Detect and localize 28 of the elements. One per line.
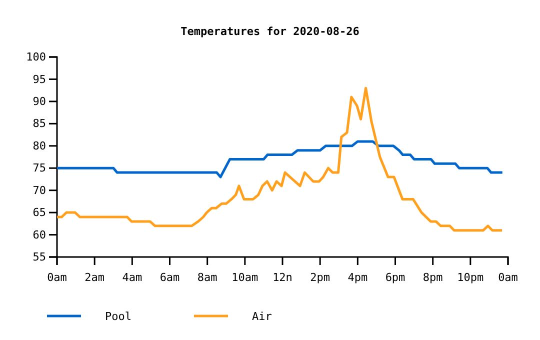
x-tick-label: 0am (498, 271, 518, 284)
x-tick-label: 2pm (310, 271, 330, 284)
y-tick-label: 95 (32, 72, 46, 86)
x-tick-label: 6pm (385, 271, 406, 284)
y-tick-label: 70 (32, 184, 46, 197)
x-tick-label: 10am (232, 271, 259, 284)
x-tick-label: 6am (160, 271, 180, 284)
y-tick-label: 80 (32, 139, 46, 152)
x-tick-label: 8pm (422, 271, 444, 284)
legend-label: Pool (105, 310, 132, 323)
y-tick-label: 60 (32, 228, 46, 242)
x-tick-label: 4am (122, 271, 142, 284)
x-tick-label: 4pm (348, 271, 368, 284)
chart-title: Temperatures for 2020-08-26 (180, 25, 360, 38)
x-tick-label: 0am (47, 271, 68, 284)
legend-label: Air (252, 310, 272, 323)
x-tick-label: 12n (272, 271, 292, 284)
y-tick-label: 85 (32, 117, 46, 130)
line-series (56, 86, 504, 232)
y-tick-label: 65 (32, 206, 46, 220)
y-tick-label: 75 (32, 162, 46, 175)
x-tick-label: 10pm (457, 271, 484, 284)
line-series (56, 140, 504, 178)
y-tick-label: 90 (32, 94, 46, 108)
y-tick-label: 100 (26, 50, 46, 64)
y-tick-label: 55 (32, 250, 46, 264)
x-tick-label: 8am (197, 271, 218, 284)
x-tick-label: 2am (84, 271, 105, 284)
